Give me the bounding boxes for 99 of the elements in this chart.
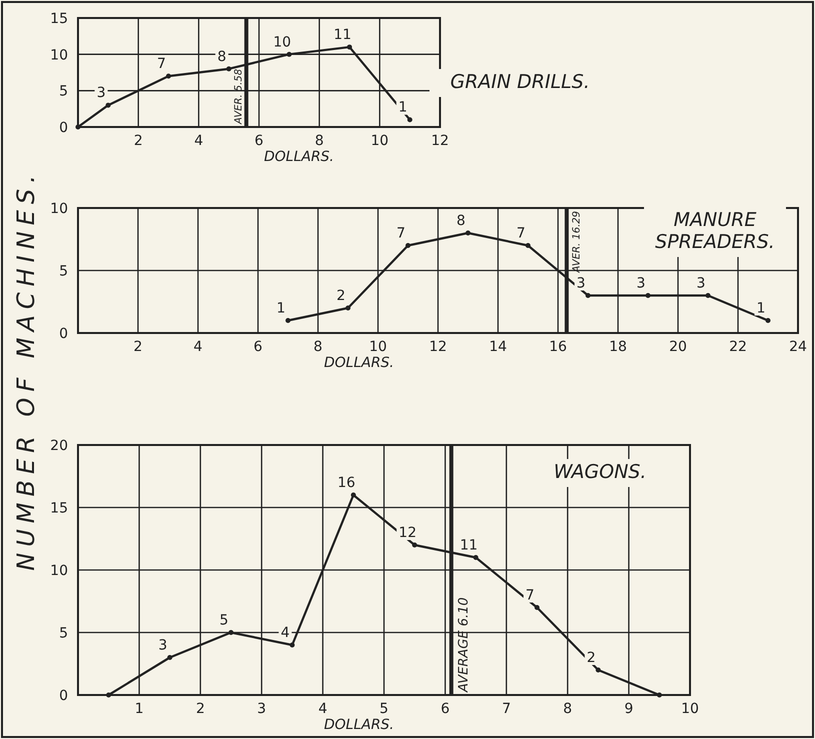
data-label: 8: [456, 213, 466, 229]
x-tick-label: 4: [194, 133, 204, 149]
point: [167, 655, 172, 660]
data-label: 8: [217, 48, 226, 65]
x-tick-label: 12: [429, 339, 447, 355]
x-tick-label: 6: [440, 701, 450, 717]
y-tick-label: 5: [59, 84, 68, 100]
x-axis-title: DOLLARS.: [324, 355, 394, 371]
data-label: 7: [157, 56, 166, 72]
data-label: 11: [460, 538, 478, 554]
data-label: 16: [337, 475, 356, 491]
point: [106, 102, 111, 108]
x-tick-label: 7: [502, 701, 511, 717]
data-label: 11: [334, 27, 352, 44]
x-tick-label: 3: [257, 701, 266, 717]
y-tick-label: 10: [50, 47, 68, 64]
point: [350, 492, 356, 498]
point: [166, 74, 171, 79]
x-tick-label: 8: [314, 133, 324, 149]
y-tick-label: 0: [59, 120, 68, 136]
y-tick-label: 15: [50, 500, 68, 516]
point: [656, 692, 662, 698]
point: [76, 124, 80, 130]
x-tick-label: 2: [196, 701, 205, 717]
point: [286, 52, 292, 57]
x-tick-label: 2: [134, 339, 142, 355]
point: [466, 230, 470, 236]
ref-line-label: AVERAGE 6.10: [456, 597, 472, 693]
x-tick-label: 18: [609, 339, 627, 355]
x-tick-label: 10: [370, 133, 389, 149]
data-label: 10: [273, 34, 292, 50]
point: [407, 117, 412, 122]
data-label: 7: [396, 226, 406, 242]
y-tick-label: 5: [59, 264, 68, 280]
data-label: 7: [526, 588, 534, 604]
y-tick-label: 15: [50, 11, 68, 27]
point: [766, 318, 770, 323]
x-tick-label: 20: [669, 339, 687, 355]
data-label: 1: [398, 100, 408, 116]
x-tick-label: 22: [729, 339, 747, 355]
x-tick-label: 10: [369, 339, 387, 355]
point: [347, 44, 352, 50]
x-tick-label: 16: [549, 339, 567, 355]
point: [412, 542, 418, 548]
data-label: 3: [636, 276, 646, 292]
point: [526, 243, 530, 248]
x-tick-label: 8: [563, 701, 572, 717]
x-tick-label: 6: [254, 133, 264, 149]
data-label: 3: [696, 276, 706, 292]
y-tick-label: 20: [50, 438, 68, 454]
point: [596, 668, 601, 672]
ref-line-label: AVER. 5.58: [233, 68, 244, 125]
x-tick-label: 14: [489, 339, 507, 355]
data-label: 2: [586, 650, 596, 666]
point: [706, 293, 710, 298]
x-tick-label: 10: [681, 701, 699, 717]
point: [406, 243, 410, 248]
data-label: 7: [516, 226, 526, 242]
point: [346, 306, 350, 310]
y-tick-label: 10: [50, 563, 68, 579]
x-axis-title: DOLLARS.: [264, 149, 334, 165]
x-tick-label: 2: [134, 133, 143, 149]
data-label: 3: [158, 638, 168, 654]
x-tick-label: 8: [314, 339, 322, 355]
x-tick-label: 9: [624, 701, 634, 717]
ref-line-label: AVER. 16.29: [572, 211, 583, 274]
point: [534, 605, 540, 610]
y-tick-label: 10: [50, 201, 68, 217]
x-tick-label: 1: [134, 701, 144, 717]
x-tick-label: 24: [789, 339, 807, 355]
point: [473, 555, 478, 560]
y-axis-title: NUMBER OF MACHINES.: [12, 169, 40, 571]
y-tick-label: 5: [59, 626, 68, 642]
point: [228, 630, 234, 635]
point: [226, 66, 232, 72]
point: [290, 642, 295, 648]
x-tick-label: 4: [194, 339, 203, 355]
y-tick-label: 0: [59, 688, 68, 704]
data-label: 1: [276, 300, 286, 316]
data-label: 3: [576, 276, 586, 292]
data-label: 5: [220, 612, 228, 628]
data-label: 12: [398, 525, 417, 541]
x-tick-label: 6: [254, 339, 263, 355]
point: [286, 318, 290, 323]
text: GRAIN DRILLS.: [450, 71, 590, 93]
data-label: 2: [336, 288, 346, 304]
x-tick-label: 5: [380, 701, 388, 717]
x-tick-label: 4: [318, 701, 328, 717]
point: [646, 293, 650, 298]
y-tick-label: 0: [59, 326, 68, 342]
x-tick-label: 12: [431, 133, 449, 149]
annotation: MANURE SPREADERS.: [655, 209, 775, 253]
point: [586, 293, 590, 298]
point: [106, 692, 112, 698]
data-label: 1: [756, 300, 766, 316]
data-label: 3: [96, 85, 106, 102]
data-label: 4: [280, 625, 290, 641]
annotation: WAGONS.: [554, 461, 646, 483]
x-axis-title: DOLLARS.: [324, 717, 394, 733]
